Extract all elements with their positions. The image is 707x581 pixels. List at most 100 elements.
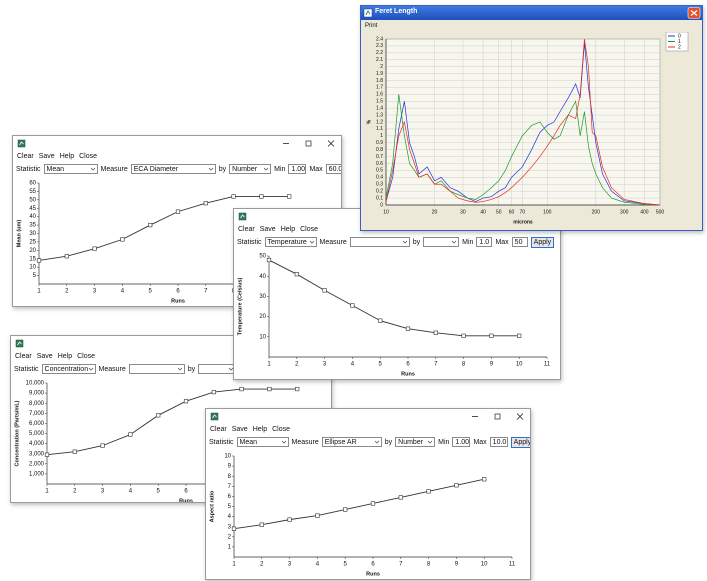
menu-item[interactable]: Print: [365, 22, 378, 29]
y-tick-label: 2.4: [376, 36, 383, 42]
dropdown[interactable]: [349, 237, 410, 247]
y-axis-label: %: [366, 119, 372, 124]
y-tick-label: 50: [259, 254, 266, 260]
control-label: Min: [462, 238, 474, 246]
maximize-button[interactable]: [305, 140, 312, 147]
dropdown[interactable]: Mean: [43, 164, 98, 174]
x-tick-label: 4: [316, 562, 320, 568]
legend-label: 1: [678, 39, 681, 45]
apply-button[interactable]: Apply: [530, 236, 555, 248]
window: Feret Length Print 0 0.1 0.2 0.3 0.4 0.5 0.6 0.7 0…: [360, 5, 703, 231]
toolbar: Statistic Concentration Measure by: [14, 363, 237, 375]
chevron: [90, 167, 95, 171]
y-tick-label: 4: [228, 514, 232, 520]
chevron: [281, 440, 286, 444]
control-label: Measure: [98, 365, 126, 373]
data-point: [231, 526, 237, 531]
y-tick-label: 4,000: [29, 441, 45, 447]
dropdown[interactable]: Mean: [236, 437, 289, 447]
y-tick-label: 40: [259, 274, 266, 280]
menu-item[interactable]: Close: [272, 426, 291, 433]
y-tick-label: 20: [29, 248, 36, 254]
x-tick-label: 8: [427, 562, 431, 568]
text-input[interactable]: 1.00: [452, 437, 471, 447]
y-tick-label: 2: [380, 64, 383, 70]
control-value: 1.0: [479, 238, 490, 246]
data-point: [267, 386, 272, 392]
data-point: [44, 452, 50, 457]
dropdown[interactable]: Number: [229, 164, 272, 174]
control-label: Max: [473, 438, 487, 446]
data-point: [203, 201, 208, 206]
chevron: [228, 367, 234, 371]
x-tick-label: 7: [204, 289, 208, 295]
menu-item[interactable]: Close: [300, 226, 319, 233]
control-label: Statistic: [14, 365, 39, 373]
text-input[interactable]: 1.0: [476, 237, 493, 247]
data-point: [350, 303, 355, 308]
menu-item[interactable]: Clear: [210, 426, 227, 433]
y-tick-label: 1.3: [376, 112, 383, 118]
dropdown[interactable]: [198, 364, 237, 374]
data-point: [426, 489, 431, 494]
dropdown[interactable]: [423, 237, 460, 247]
window: Clear Save Help Close Statistic Temperature Me…: [233, 208, 561, 380]
dropdown[interactable]: Ellipse AR: [321, 437, 382, 447]
y-tick-label: 5,000: [29, 431, 45, 437]
menu-item[interactable]: Help: [59, 153, 75, 160]
maximize-button[interactable]: [494, 413, 501, 420]
y-axis-label: Temperature (Celsius): [237, 278, 243, 336]
x-tick-label: 500: [656, 209, 665, 215]
y-axis-label: Concentration (Parts/mL): [14, 400, 20, 466]
data-point: [175, 209, 181, 214]
menu-item[interactable]: Save: [231, 426, 248, 433]
data-point: [239, 386, 244, 392]
menu-item[interactable]: Help: [280, 226, 296, 233]
y-axis-label: Aspect ratio: [209, 490, 215, 522]
control-label: Statistic: [209, 438, 234, 446]
data-point: [156, 413, 161, 418]
text-input[interactable]: 1.00: [288, 164, 307, 174]
dropdown[interactable]: ECA Diameter: [130, 164, 216, 174]
menu-item[interactable]: Help: [57, 353, 73, 360]
dropdown-arrow: [90, 167, 95, 171]
menu-item[interactable]: Save: [36, 353, 53, 360]
menu-item[interactable]: Clear: [238, 226, 255, 233]
menu-item[interactable]: Clear: [15, 353, 32, 360]
control-label: Max: [495, 238, 509, 246]
dropdown[interactable]: Concentration: [41, 364, 96, 374]
data-point: [370, 501, 376, 506]
text-input[interactable]: 10.0: [489, 437, 508, 447]
menu-item[interactable]: Help: [252, 426, 268, 433]
close-button[interactable]: [516, 413, 524, 420]
y-tick-label: 9,000: [29, 391, 45, 397]
app-icon: [363, 8, 373, 18]
data-point: [211, 389, 216, 395]
menu-item[interactable]: Close: [77, 353, 96, 360]
menu-item[interactable]: Save: [259, 226, 276, 233]
chevron: [208, 167, 213, 171]
text-input[interactable]: 50: [511, 237, 528, 247]
close-button[interactable]: [327, 140, 335, 147]
menu-item[interactable]: Save: [38, 153, 55, 160]
control-label: by: [412, 238, 421, 246]
control-label: by: [218, 165, 227, 173]
chevron: [374, 440, 379, 444]
data-point: [461, 333, 466, 338]
data-line: [385, 38, 661, 206]
text-input[interactable]: 60.00: [325, 164, 341, 174]
x-tick-label: 400: [640, 209, 649, 215]
y-tick-label: 2.2: [376, 50, 383, 56]
apply-button[interactable]: Apply: [510, 436, 530, 448]
menu-item[interactable]: Close: [79, 153, 98, 160]
x-tick-label: 3: [288, 562, 292, 568]
chevron: [263, 167, 269, 171]
dropdown[interactable]: [128, 364, 185, 374]
y-tick-label: 1,000: [29, 471, 45, 477]
dropdown[interactable]: Temperature: [264, 237, 317, 247]
y-tick-label: 40: [29, 214, 36, 220]
dropdown[interactable]: Number: [395, 437, 436, 447]
x-tick-label: 10: [481, 562, 488, 568]
menu-item[interactable]: Clear: [17, 153, 34, 160]
chevron: [451, 240, 457, 244]
